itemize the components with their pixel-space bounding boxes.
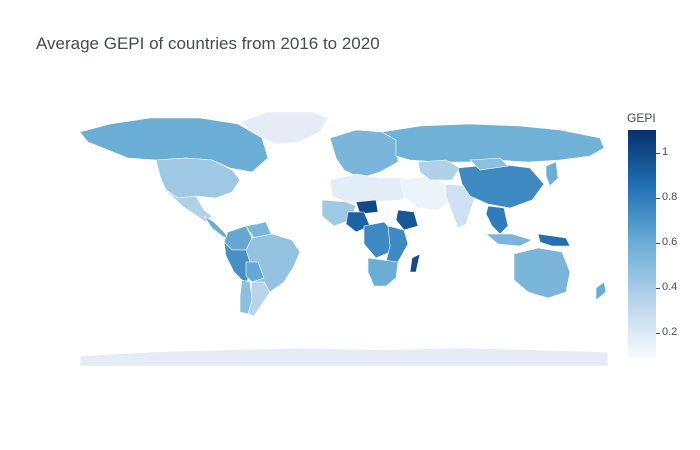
colorbar-tick-label: 0.2 [662, 326, 678, 339]
region-papua-new-guinea [537, 233, 571, 247]
region-china [457, 163, 545, 209]
region-ethiopia [395, 209, 419, 231]
colorbar-tick-mark [656, 152, 660, 154]
region-kazakhstan [417, 159, 461, 181]
colorbar-tick-mark [656, 333, 660, 335]
region-europe [329, 129, 399, 179]
region-madagascar [409, 253, 421, 273]
region-greenland [239, 111, 329, 145]
region-middle-east [399, 175, 453, 211]
region-chile [239, 279, 253, 315]
region-new-zealand [595, 281, 607, 301]
region-southeast-asia [485, 205, 509, 235]
colorbar [628, 130, 656, 358]
region-niger [355, 199, 379, 215]
colorbar-tick-mark [656, 288, 660, 290]
colorbar-tick-label: 0.4 [662, 281, 678, 294]
country-regions [79, 111, 609, 367]
region-mexico [165, 189, 213, 223]
region-indonesia [485, 233, 533, 247]
region-russia [381, 123, 605, 163]
colorbar-tick-mark [656, 197, 660, 199]
region-north-africa [329, 173, 413, 203]
region-mongolia [469, 157, 509, 171]
region-australia [513, 247, 571, 299]
colorbar-tick-label: 1 [662, 145, 669, 158]
region-southern-africa [367, 257, 399, 287]
colorbar-tick-label: 0.8 [662, 190, 678, 203]
chart-title: Average GEPI of countries from 2016 to 2… [36, 34, 380, 53]
colorbar-tick-label: 0.6 [662, 235, 678, 248]
region-antarctica [79, 347, 609, 367]
region-bolivia [245, 261, 265, 283]
colorbar-tick-mark [656, 242, 660, 244]
region-japan [545, 161, 559, 187]
region-united-states [155, 157, 241, 199]
region-canada [79, 117, 269, 173]
colorbar-title: GEPI [627, 111, 656, 125]
